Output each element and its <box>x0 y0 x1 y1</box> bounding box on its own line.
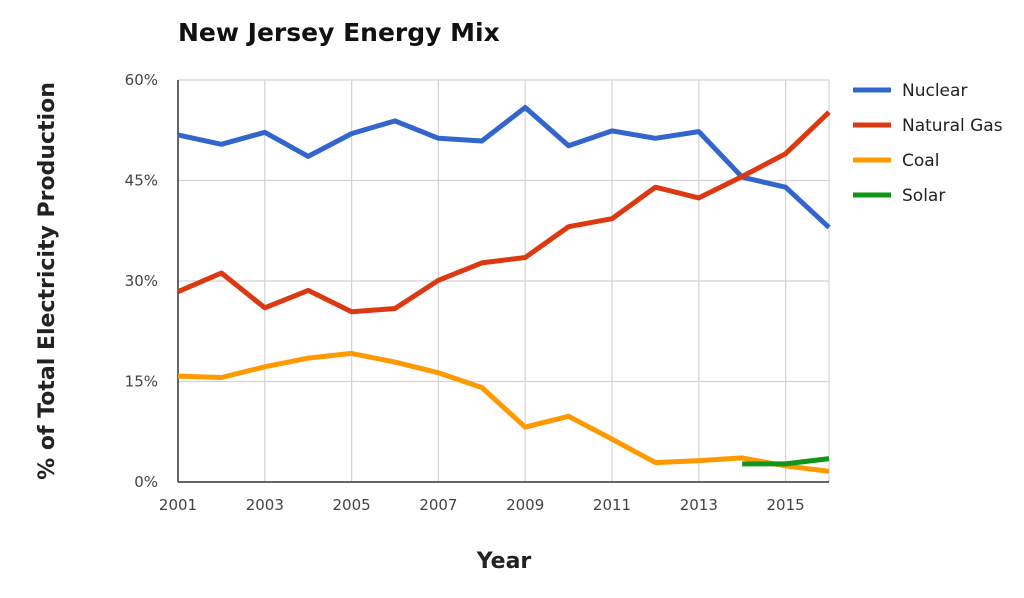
y-axis-ticks: 0% 15% 30% 45% 60% <box>125 71 158 491</box>
legend-label-natural-gas: Natural Gas <box>902 116 1003 136</box>
y-tick-label: 30% <box>125 272 158 290</box>
y-axis-title: % of Total Electricity Production <box>35 82 60 480</box>
y-tick-label: 60% <box>125 71 158 89</box>
series-line-natural-gas <box>177 110 831 315</box>
x-tick-label: 2007 <box>419 496 457 514</box>
series-lines <box>177 105 831 474</box>
x-axis-ticks: 2001 2003 2005 2007 2009 2011 2013 2015 <box>159 496 805 514</box>
series-line-solar <box>742 456 830 467</box>
x-tick-label: 2003 <box>246 496 284 514</box>
x-axis-title: Year <box>476 549 532 574</box>
y-tick-label: 45% <box>125 172 158 190</box>
legend: Nuclear Natural Gas Coal Solar <box>853 81 1003 206</box>
x-tick-label: 2005 <box>333 496 371 514</box>
x-tick-label: 2015 <box>767 496 805 514</box>
x-tick-label: 2011 <box>593 496 631 514</box>
x-tick-label: 2013 <box>680 496 718 514</box>
y-tick-label: 15% <box>125 373 158 391</box>
legend-label-solar: Solar <box>902 186 945 206</box>
gridlines <box>178 79 830 482</box>
series-line-nuclear <box>177 105 831 230</box>
y-tick-label: 0% <box>134 473 158 491</box>
axes <box>177 80 829 483</box>
x-tick-label: 2001 <box>159 496 197 514</box>
legend-label-coal: Coal <box>902 151 939 171</box>
series-line-coal <box>177 350 830 474</box>
chart-title: New Jersey Energy Mix <box>178 18 500 47</box>
x-tick-label: 2009 <box>506 496 544 514</box>
legend-label-nuclear: Nuclear <box>902 81 967 101</box>
